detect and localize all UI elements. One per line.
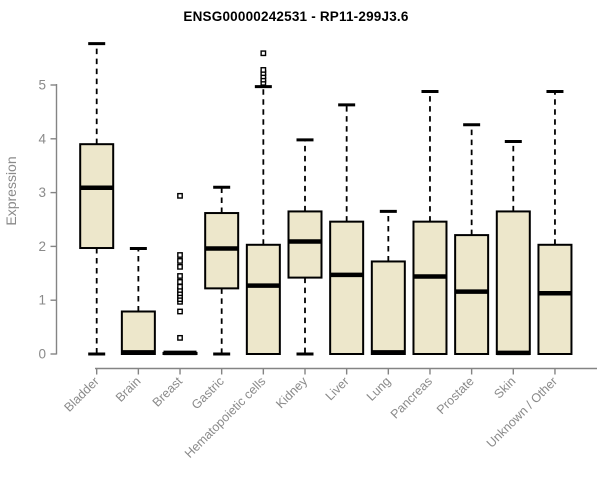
outlier-marker (177, 252, 183, 258)
x-tick-label: Lung (364, 374, 394, 404)
outlier-marker (177, 283, 183, 290)
box-group-kidney (287, 138, 323, 356)
outlier-marker (177, 192, 183, 199)
box-iqr (287, 210, 323, 279)
x-tick-label: Brain (113, 374, 144, 405)
box-iqr (537, 243, 573, 355)
outlier-marker (260, 67, 267, 73)
x-tick-label: Hematopoietic cells (182, 374, 269, 461)
outlier-marker (260, 50, 267, 57)
outlier-marker (177, 308, 183, 315)
box-group-lung (370, 209, 406, 355)
y-tick-label: 3 (38, 185, 46, 200)
x-tick-label: Liver (323, 374, 352, 403)
box-iqr (329, 220, 365, 355)
outlier-marker (177, 258, 183, 264)
x-tick-label: Bladder (61, 374, 101, 414)
y-tick-label: 0 (38, 347, 46, 362)
x-tick-label: Gastric (189, 374, 227, 412)
box-group-skin (495, 139, 531, 356)
box-group-breast (162, 192, 198, 356)
y-tick-label: 5 (38, 78, 46, 93)
box-group-prostate (454, 123, 490, 356)
box-iqr (120, 310, 156, 355)
y-axis-title: Expression (3, 156, 19, 225)
outlier-marker (177, 263, 183, 270)
y-axis: 0 1 2 3 4 5 (38, 78, 58, 362)
outlier-marker (177, 334, 183, 341)
box-group-brain (120, 247, 156, 355)
x-tick-label: Pancreas (388, 374, 435, 421)
box-iqr (495, 210, 531, 355)
box-group-gastric (204, 185, 240, 356)
box-iqr (412, 220, 448, 355)
x-tick-label: Unknown / Other (484, 374, 560, 450)
box-group-hematopoietic-cells (245, 50, 281, 355)
x-tick-label: Kidney (273, 374, 310, 411)
box-group-pancreas (412, 89, 448, 355)
y-tick-label: 1 (38, 293, 46, 308)
chart-title: ENSG00000242531 - RP11-299J3.6 (183, 9, 409, 24)
box-iqr (245, 243, 281, 355)
box-iqr (79, 143, 115, 250)
box-group-liver (329, 103, 365, 355)
y-tick-label: 2 (38, 239, 46, 254)
x-tick-label: Skin (491, 374, 518, 401)
x-tick-label: Breast (150, 374, 186, 410)
outlier-marker (177, 273, 183, 279)
x-tick-label: Prostate (434, 374, 477, 417)
box-iqr (454, 234, 490, 356)
box-iqr (370, 260, 406, 355)
box-group-bladder (79, 42, 115, 356)
box-group-unknown-other (537, 89, 573, 355)
y-tick-label: 4 (38, 131, 46, 146)
plot-area: 0 1 2 3 4 5 Bladder Brain Breast GastricHematopoi… (38, 42, 597, 461)
outlier-marker (177, 279, 183, 285)
